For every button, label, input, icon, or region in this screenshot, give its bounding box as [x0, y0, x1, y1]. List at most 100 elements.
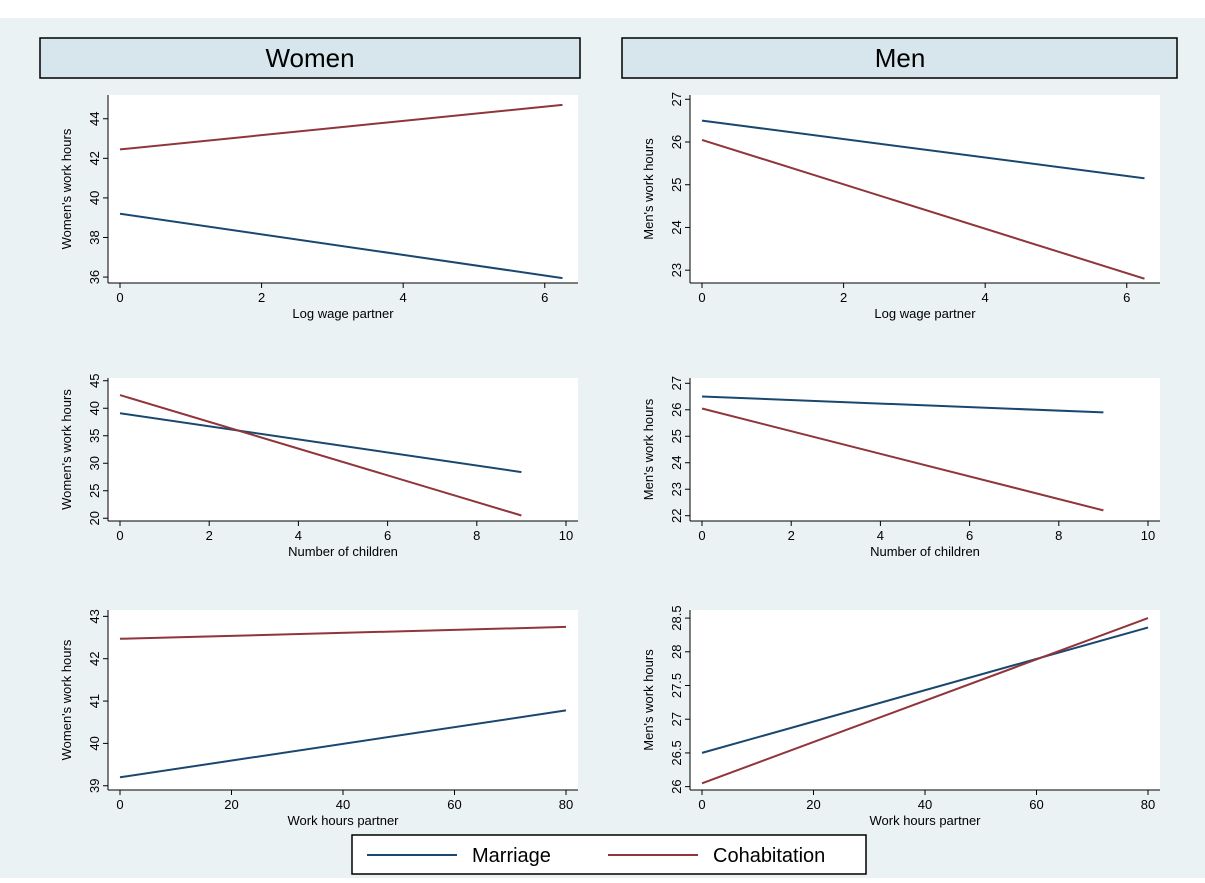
x-tick-label: 0	[698, 290, 705, 305]
y-axis-label: Women's work hours	[59, 128, 74, 249]
y-tick-label: 42	[87, 651, 102, 665]
x-tick-label: 40	[918, 797, 932, 812]
x-tick-label: 0	[116, 290, 123, 305]
x-tick-label: 10	[559, 528, 573, 543]
panel-men-row3: 0 20 40 60 80 26 26.5 27 27.5 28 28.5 Work hours pa…	[641, 605, 1160, 828]
x-tick-label: 4	[295, 528, 302, 543]
x-tick-label: 4	[877, 528, 884, 543]
series-line-marriage	[701, 626, 1149, 754]
y-tick-label: 28.5	[669, 605, 684, 630]
y-tick-label: 24	[669, 220, 684, 234]
y-tick-label: 26.5	[669, 740, 684, 765]
x-tick-label: 80	[559, 797, 573, 812]
y-axis-label: Men's work hours	[641, 138, 656, 240]
y-tick-label: 40	[87, 401, 102, 415]
y-tick-label: 25	[669, 429, 684, 443]
series-line-marriage	[119, 412, 522, 474]
y-tick-label: 35	[87, 429, 102, 443]
y-tick-label: 23	[669, 482, 684, 496]
x-tick-label: 6	[1123, 290, 1130, 305]
x-tick-label: 6	[541, 290, 548, 305]
series-line-cohabitation	[701, 138, 1145, 280]
series-line-cohabitation	[701, 617, 1149, 785]
column-header-men: Men	[621, 37, 1178, 79]
y-tick-label: 43	[87, 609, 102, 623]
legend-marriage-label: Marriage	[472, 845, 551, 867]
y-tick-label: 27	[669, 376, 684, 390]
y-tick-label: 23	[669, 263, 684, 277]
y-tick-label: 44	[87, 112, 102, 126]
y-tick-label: 40	[87, 191, 102, 205]
column-header-men-box	[621, 37, 1178, 79]
column-header-men-label: Men	[875, 43, 926, 73]
series-line-marriage	[701, 119, 1145, 180]
y-tick-label: 39	[87, 779, 102, 793]
x-tick-label: 20	[224, 797, 238, 812]
y-tick-label: 27.5	[669, 673, 684, 698]
y-axis-label: Men's work hours	[641, 398, 656, 500]
y-tick-label: 36	[87, 270, 102, 284]
y-axis-label: Women's work hours	[59, 389, 74, 510]
x-tick-label: 80	[1141, 797, 1155, 812]
y-tick-label: 26	[669, 779, 684, 793]
series-line-cohabitation	[119, 625, 567, 640]
x-tick-label: 2	[258, 290, 265, 305]
x-tick-label: 2	[840, 290, 847, 305]
x-tick-label: 6	[966, 528, 973, 543]
legend: Marriage Cohabitation	[351, 834, 867, 875]
x-axis-label: Log wage partner	[292, 306, 394, 321]
plot-area	[108, 610, 578, 790]
x-axis-label: Work hours partner	[287, 813, 399, 828]
y-tick-label: 42	[87, 151, 102, 165]
y-axis-label: Men's work hours	[641, 649, 656, 751]
series-line-cohabitation	[119, 394, 522, 517]
x-tick-label: 6	[384, 528, 391, 543]
y-tick-label: 27	[669, 712, 684, 726]
x-tick-label: 20	[806, 797, 820, 812]
panel-women-row3: 0 20 40 60 80 39 40 41 42 43 Work hours partner Wom…	[59, 609, 578, 828]
y-tick-label: 38	[87, 230, 102, 244]
plot-area	[108, 378, 578, 521]
y-tick-label: 30	[87, 456, 102, 470]
x-axis-label: Number of children	[870, 544, 980, 559]
x-axis-label: Log wage partner	[874, 306, 976, 321]
x-tick-label: 60	[1029, 797, 1043, 812]
series-line-marriage	[119, 709, 567, 779]
x-tick-label: 4	[982, 290, 989, 305]
column-header-women-label: Women	[265, 43, 354, 73]
series-line-cohabitation	[701, 407, 1104, 512]
y-tick-label: 45	[87, 374, 102, 388]
x-tick-label: 2	[206, 528, 213, 543]
series-line-cohabitation	[119, 103, 563, 151]
plot-area	[690, 95, 1160, 283]
x-tick-label: 10	[1141, 528, 1155, 543]
y-tick-label: 27	[669, 92, 684, 106]
y-tick-label: 26	[669, 403, 684, 417]
y-axis-label: Women's work hours	[59, 639, 74, 760]
x-tick-label: 8	[1055, 528, 1062, 543]
plot-area	[108, 95, 578, 283]
x-tick-label: 0	[698, 797, 705, 812]
y-tick-label: 25	[87, 484, 102, 498]
x-tick-label: 2	[788, 528, 795, 543]
x-tick-label: 40	[336, 797, 350, 812]
x-tick-label: 60	[447, 797, 461, 812]
legend-cohabitation-label: Cohabitation	[713, 845, 825, 867]
series-line-marriage	[701, 395, 1104, 414]
x-tick-label: 4	[400, 290, 407, 305]
x-tick-label: 0	[698, 528, 705, 543]
y-tick-label: 28	[669, 645, 684, 659]
y-tick-label: 22	[669, 508, 684, 522]
plot-area	[690, 378, 1160, 521]
column-header-women-box	[39, 37, 581, 79]
series-line-marriage	[119, 212, 563, 280]
y-tick-label: 25	[669, 177, 684, 191]
panel-women-row2: 0 2 4 6 8 10 20 25 30 35 40 45 Number of children Wom…	[59, 374, 578, 559]
x-tick-label: 0	[116, 528, 123, 543]
x-tick-label: 8	[473, 528, 480, 543]
